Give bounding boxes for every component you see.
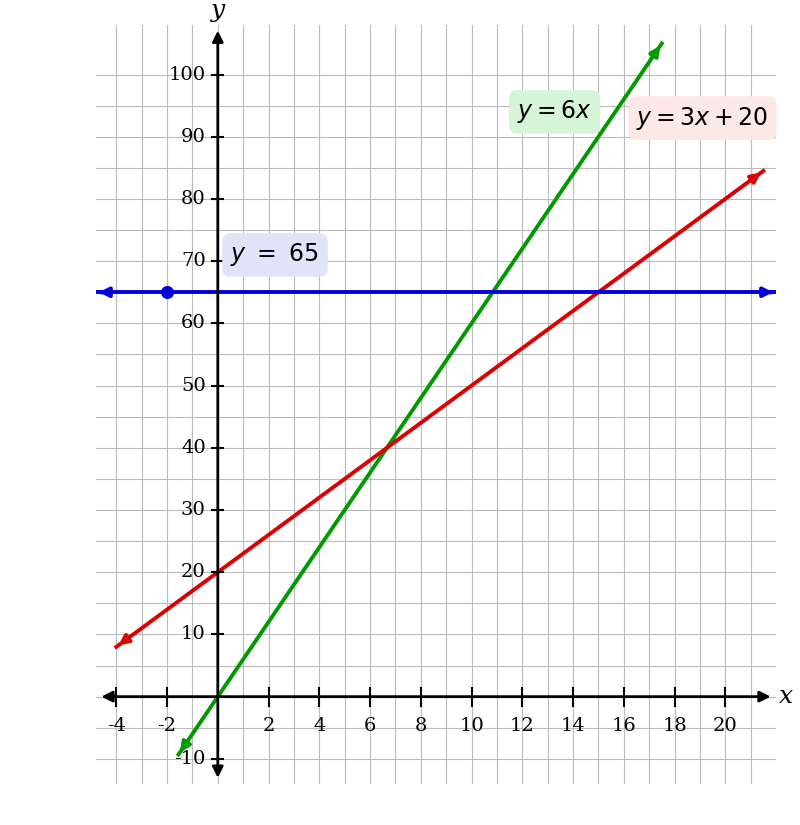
Text: 10: 10	[181, 625, 206, 644]
Text: $y\ =\ 65$: $y\ =\ 65$	[230, 242, 319, 268]
Text: -4: -4	[106, 717, 126, 735]
Text: 100: 100	[169, 65, 206, 83]
Text: y: y	[210, 0, 225, 21]
Point	[161, 285, 174, 299]
Text: 60: 60	[181, 314, 206, 332]
Text: 20: 20	[181, 563, 206, 582]
Text: 16: 16	[611, 717, 636, 735]
Text: 12: 12	[510, 717, 534, 735]
Text: 90: 90	[181, 128, 206, 146]
Text: 20: 20	[713, 717, 738, 735]
Text: 70: 70	[181, 252, 206, 270]
Text: -10: -10	[174, 750, 206, 768]
Text: 50: 50	[181, 376, 206, 394]
Text: 14: 14	[561, 717, 586, 735]
Text: x: x	[778, 685, 793, 708]
Text: 2: 2	[262, 717, 274, 735]
Text: 30: 30	[181, 501, 206, 519]
Text: 6: 6	[364, 717, 376, 735]
Text: 10: 10	[459, 717, 484, 735]
Text: 80: 80	[181, 190, 206, 208]
Text: 40: 40	[181, 439, 206, 457]
Text: $y = 6x$: $y = 6x$	[517, 98, 592, 125]
Text: 8: 8	[414, 717, 427, 735]
Text: 4: 4	[313, 717, 326, 735]
Text: -2: -2	[158, 717, 177, 735]
Text: 18: 18	[662, 717, 687, 735]
Text: $y = 3x + 20$: $y = 3x + 20$	[637, 105, 769, 131]
